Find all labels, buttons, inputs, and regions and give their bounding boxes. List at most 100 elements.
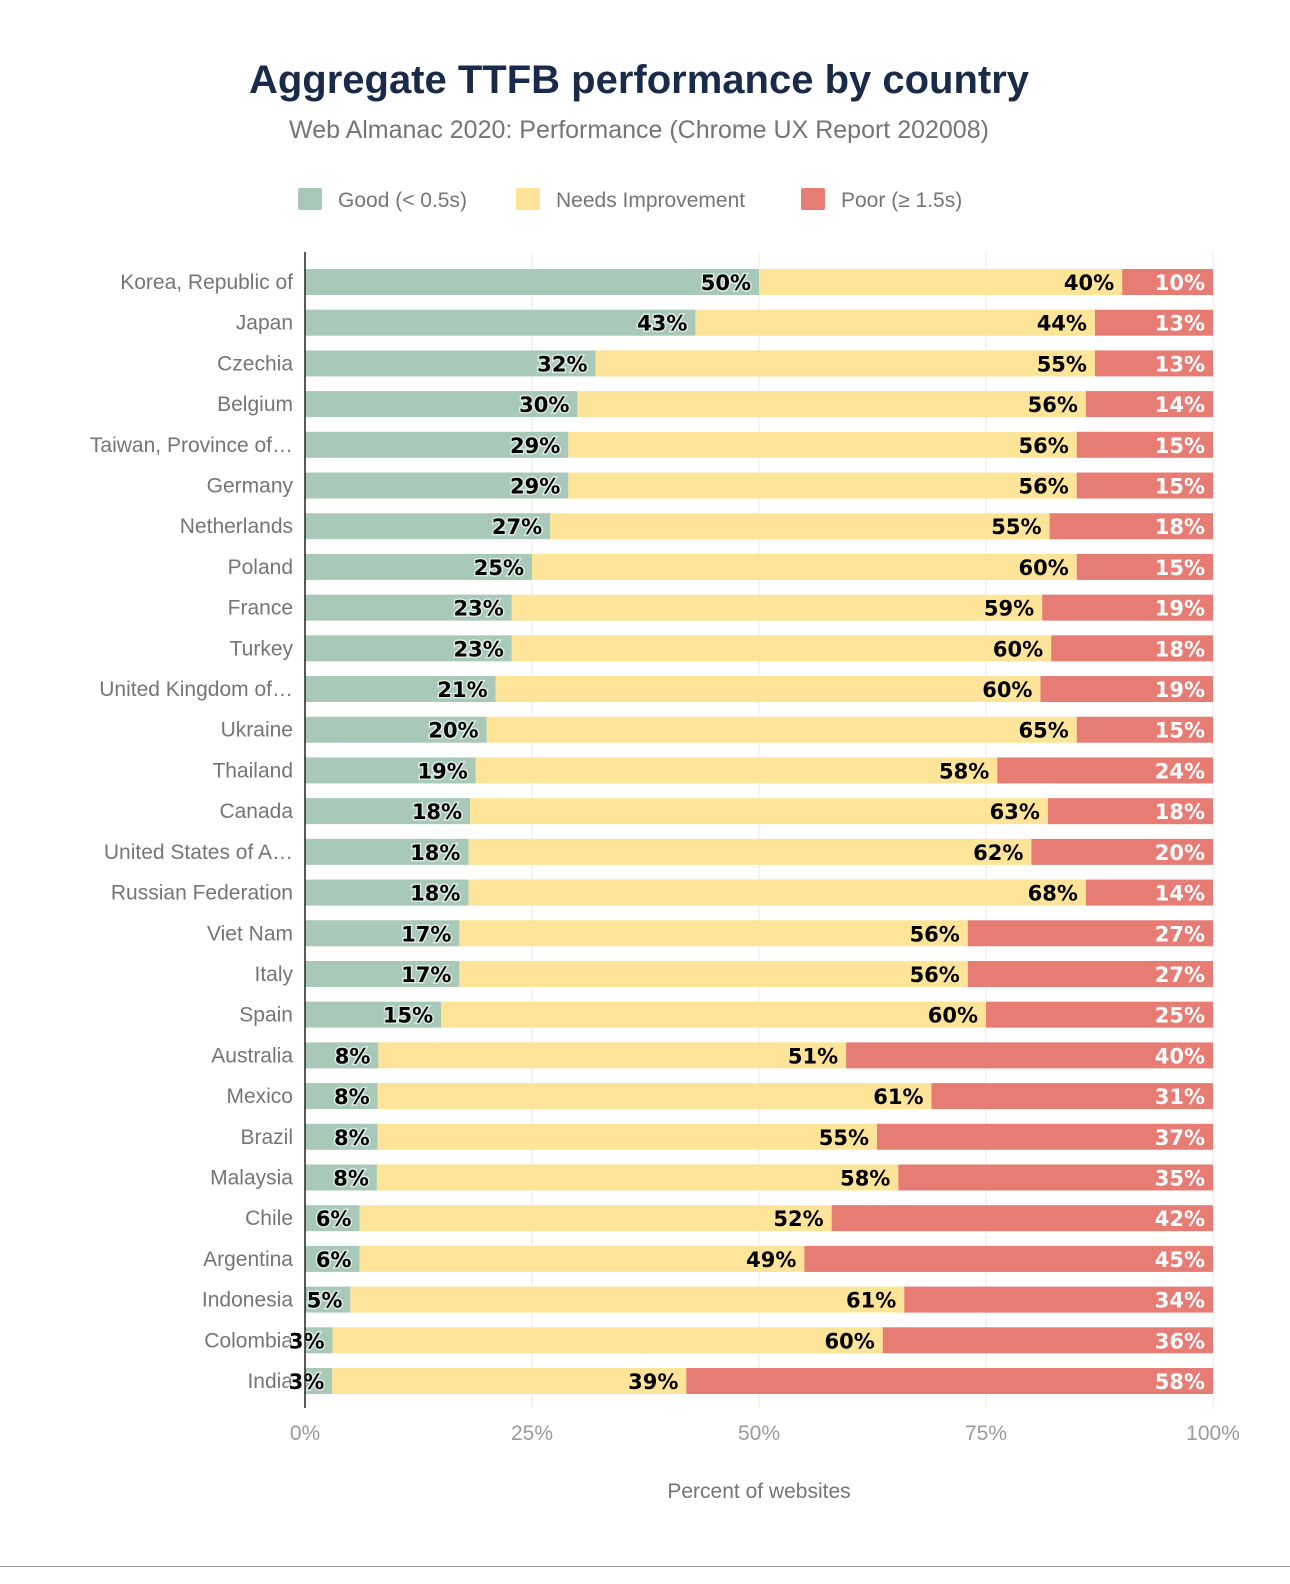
category-label: India xyxy=(247,1370,293,1393)
bar-segment xyxy=(305,1245,360,1272)
category-label: France xyxy=(228,597,293,620)
data-label: 15% xyxy=(1155,434,1205,458)
category-label: United States of A… xyxy=(104,841,293,864)
data-label: 6% xyxy=(316,1207,352,1231)
bar-segment xyxy=(332,1327,883,1354)
data-label: 27% xyxy=(1155,963,1205,987)
bar-segment xyxy=(550,513,1050,540)
data-label: 17% xyxy=(401,963,451,987)
data-label: 14% xyxy=(1155,393,1205,417)
category-label: Germany xyxy=(207,475,294,498)
data-label: 29% xyxy=(510,434,560,458)
bar-segment xyxy=(468,838,1032,865)
bar-segment xyxy=(1085,879,1213,906)
data-label: 49% xyxy=(746,1248,796,1272)
data-label: 14% xyxy=(1155,882,1205,906)
bar-segment xyxy=(350,1286,905,1313)
bar-segment xyxy=(595,350,1095,377)
data-label: 51% xyxy=(788,1044,838,1068)
bar-segment xyxy=(305,594,512,621)
bar-segment xyxy=(532,553,1077,580)
bar-segment xyxy=(695,309,1095,336)
bar-segment xyxy=(1094,350,1213,377)
bar-segment xyxy=(882,1327,1213,1354)
bar-segment xyxy=(441,1001,986,1028)
data-label: 15% xyxy=(1155,475,1205,499)
data-label: 13% xyxy=(1155,352,1205,376)
bar-segment xyxy=(305,1001,442,1028)
category-label: Indonesia xyxy=(202,1289,293,1312)
category-label: Chile xyxy=(245,1207,293,1230)
bar-segment xyxy=(305,553,532,580)
category-label: Thailand xyxy=(212,759,293,782)
data-label: 27% xyxy=(1155,922,1205,946)
data-label: 18% xyxy=(1155,800,1205,824)
data-label: 10% xyxy=(1155,271,1205,295)
legend-label: Poor (≥ 1.5s) xyxy=(841,189,962,212)
bar-segment xyxy=(470,798,1048,825)
category-label: Belgium xyxy=(217,393,293,416)
bar-segment xyxy=(305,391,578,418)
x-axis-label: Percent of websites xyxy=(667,1480,850,1503)
category-label: Ukraine xyxy=(221,719,293,742)
data-label: 18% xyxy=(410,841,460,865)
category-label: Viet Nam xyxy=(207,922,293,945)
bar-segment xyxy=(468,879,1086,906)
category-label: Netherlands xyxy=(180,515,293,538)
data-label: 60% xyxy=(1019,556,1069,580)
data-label: 8% xyxy=(335,1044,371,1068)
category-label: United Kingdom of… xyxy=(99,678,293,701)
bar-segment xyxy=(305,1083,378,1110)
bar-segment xyxy=(305,1286,351,1313)
data-label: 6% xyxy=(316,1248,352,1272)
bar-segment xyxy=(511,635,1052,662)
data-label: 30% xyxy=(519,393,569,417)
bar-segment xyxy=(305,472,569,499)
data-label: 60% xyxy=(993,637,1043,661)
bar-segment xyxy=(904,1286,1213,1313)
bar-segment xyxy=(1076,431,1213,458)
data-label: 44% xyxy=(1037,312,1087,336)
category-label: Brazil xyxy=(240,1126,293,1149)
bar-segment xyxy=(305,960,460,987)
category-label: Poland xyxy=(228,556,293,579)
bar-segment xyxy=(305,635,512,662)
data-label: 60% xyxy=(825,1329,875,1353)
data-label: 63% xyxy=(990,800,1040,824)
data-label: 20% xyxy=(1155,841,1205,865)
bar-segment xyxy=(305,798,471,825)
bar-segment xyxy=(475,757,998,784)
data-label: 3% xyxy=(289,1370,325,1394)
category-label: Russian Federation xyxy=(111,882,293,905)
bar-segment xyxy=(305,757,476,784)
data-label: 60% xyxy=(928,1004,978,1028)
bar-segment xyxy=(1076,472,1213,499)
data-label: 55% xyxy=(819,1126,869,1150)
data-label: 56% xyxy=(910,963,960,987)
bar-segment xyxy=(332,1368,687,1394)
bar-segment xyxy=(1042,594,1213,621)
bar-segment xyxy=(1049,513,1213,540)
bar-segment xyxy=(305,716,487,743)
data-label: 17% xyxy=(401,922,451,946)
bar-segment xyxy=(376,1164,899,1191)
data-label: 34% xyxy=(1155,1289,1205,1313)
bar-segment xyxy=(1031,838,1213,865)
data-label: 58% xyxy=(939,759,989,783)
data-label: 18% xyxy=(410,882,460,906)
data-label: 21% xyxy=(437,678,487,702)
data-label: 60% xyxy=(982,678,1032,702)
legend-label: Needs Improvement xyxy=(556,189,745,212)
x-tick-label: 100% xyxy=(1186,1422,1240,1445)
data-label: 25% xyxy=(1155,1004,1205,1028)
bar-segment xyxy=(305,920,460,947)
data-label: 35% xyxy=(1155,1166,1205,1190)
data-label: 42% xyxy=(1155,1207,1205,1231)
data-label: 18% xyxy=(412,800,462,824)
data-label: 8% xyxy=(333,1166,369,1190)
data-label: 15% xyxy=(1155,556,1205,580)
data-label: 40% xyxy=(1155,1044,1205,1068)
category-label: Taiwan, Province of… xyxy=(90,434,293,457)
bar-segment xyxy=(831,1205,1213,1232)
bar-segment xyxy=(359,1245,805,1272)
